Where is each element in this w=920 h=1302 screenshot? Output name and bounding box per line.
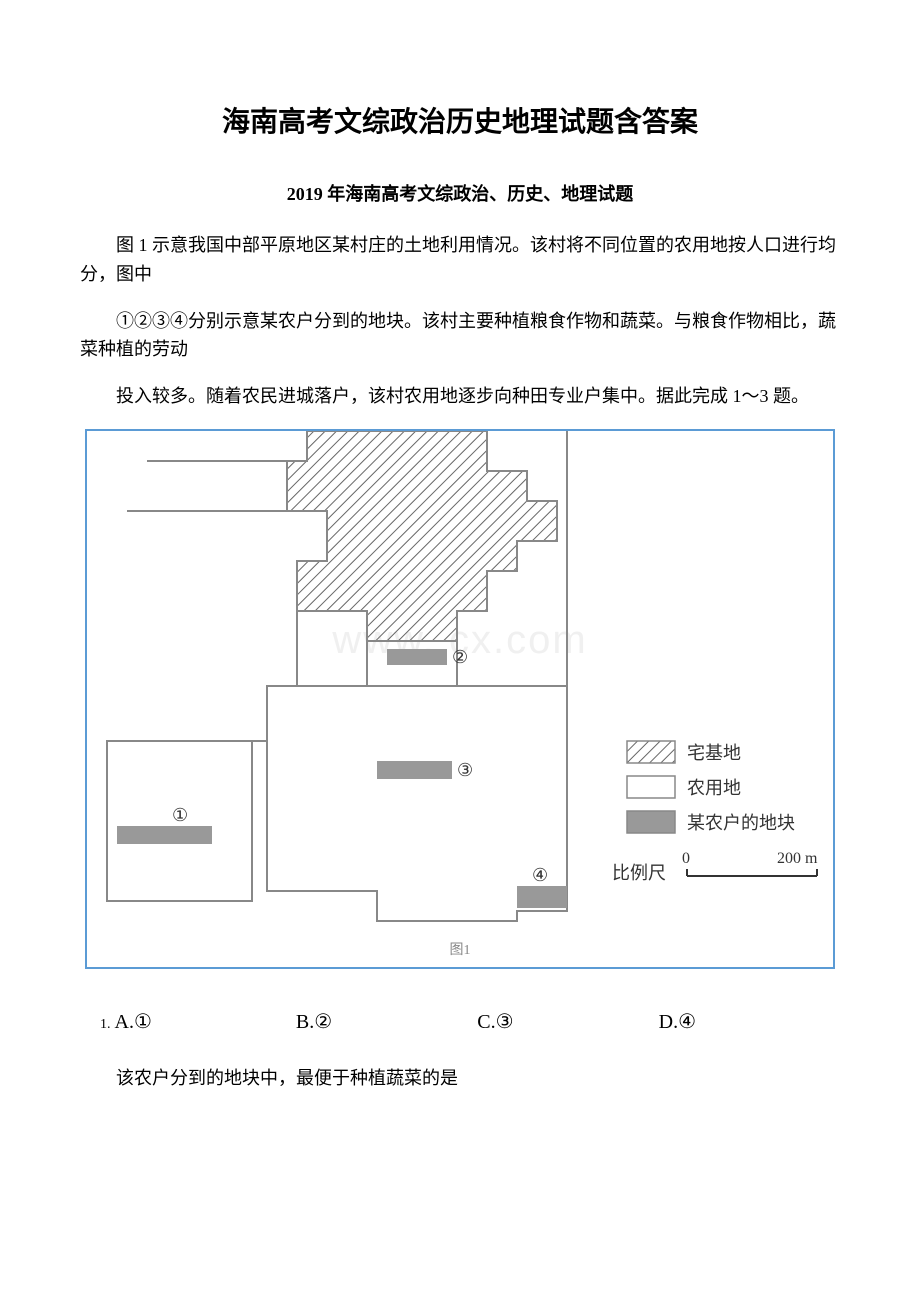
plot-1 xyxy=(117,826,212,844)
scale-end: 200 m xyxy=(777,850,818,867)
option-b: B.② xyxy=(296,1009,477,1034)
scale-0: 0 xyxy=(682,850,690,867)
question-number: 1. xyxy=(100,1017,111,1033)
question-1-options: 1. A.① B.② C.③ D.④ xyxy=(80,1009,840,1034)
legend-item-3: 某农户的地块 xyxy=(687,813,795,833)
subtitle: 2019 年海南高考文综政治、历史、地理试题 xyxy=(80,180,840,206)
paragraph-1: 图 1 示意我国中部平原地区某村庄的土地利用情况。该村将不同位置的农用地按人口进… xyxy=(80,231,840,289)
paragraph-3: 投入较多。随着农民进城落户，该村农用地逐步向种田专业户集中。据此完成 1～3 题… xyxy=(80,382,840,411)
plot-2 xyxy=(387,649,447,665)
plot-3 xyxy=(377,761,452,779)
option-c: C.③ xyxy=(477,1009,658,1034)
plot-4 xyxy=(517,886,567,908)
legend: 宅基地 农用地 某农户的地块 比例尺 0 200 m xyxy=(612,741,818,883)
plot-1-label: ① xyxy=(172,805,188,825)
page-title: 海南高考文综政治历史地理试题含答案 xyxy=(80,100,840,140)
farmland-main xyxy=(267,686,567,921)
figure-caption: 图1 xyxy=(450,939,471,959)
legend-item-2: 农用地 xyxy=(687,778,741,798)
legend-item-1: 宅基地 xyxy=(687,743,741,763)
question-text: 该农户分到的地块中，最便于种植蔬菜的是 xyxy=(80,1064,840,1093)
farmland-leftcenter xyxy=(252,611,297,741)
paragraph-2: ①②③④分别示意某农户分到的地块。该村主要种植粮食作物和蔬菜。与粮食作物相比，蔬… xyxy=(80,307,840,365)
option-a: A.① xyxy=(115,1009,296,1034)
plot-2-label: ② xyxy=(452,647,468,667)
residential-area xyxy=(287,431,557,641)
scale-label: 比例尺 xyxy=(612,863,666,883)
option-d: D.④ xyxy=(659,1009,840,1034)
figure-1: www. cx.com ① ② ③ ④ xyxy=(85,429,835,969)
plot-3-label: ③ xyxy=(457,760,473,780)
plot-4-label: ④ xyxy=(532,865,548,885)
map-diagram: ① ② ③ ④ 宅基地 农用地 某农户的地块 比例尺 0 200 m xyxy=(87,431,835,969)
farmland-top-left-edge xyxy=(127,461,307,511)
